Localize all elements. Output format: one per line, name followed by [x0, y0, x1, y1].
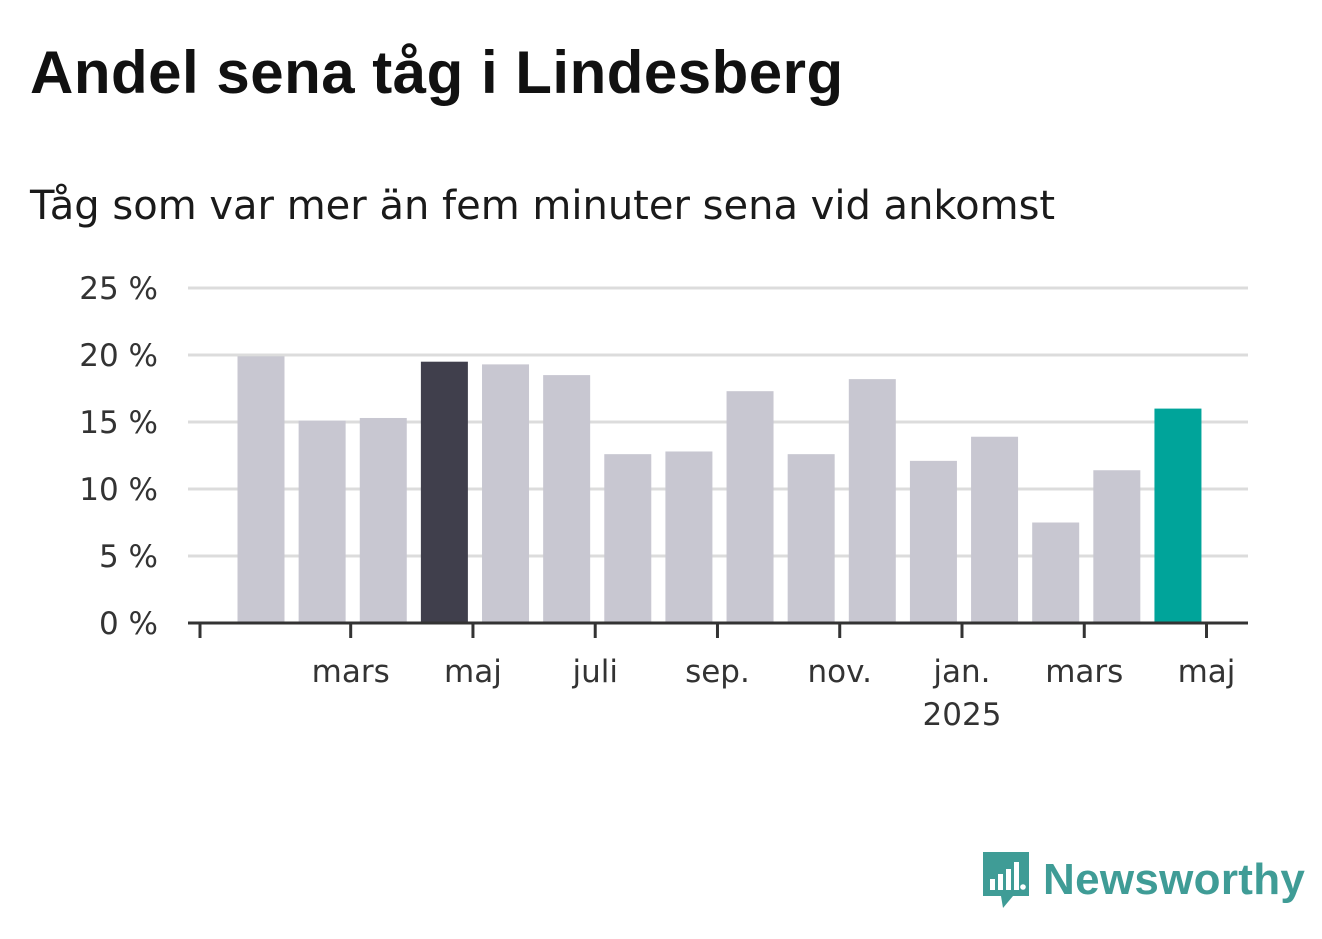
bar: [787, 454, 835, 623]
x-tick-year-label: 2025: [923, 697, 1002, 733]
x-tick-label: sep.: [685, 654, 750, 690]
y-tick-label: 25 %: [79, 271, 158, 307]
bar: [848, 379, 896, 623]
y-tick-label: 10 %: [79, 472, 158, 508]
bar: [1154, 408, 1202, 623]
y-tick-label: 0 %: [99, 606, 158, 642]
bar: [604, 454, 652, 623]
bar: [971, 436, 1019, 623]
x-tick-label: mars: [1045, 654, 1123, 690]
bars: [237, 356, 1202, 623]
bar-chart: 0 % 5 % 10 % 15 % 20 % 25 % mars maj juli sep. no…: [79, 271, 1248, 733]
y-tick-label: 20 %: [79, 338, 158, 374]
bar: [420, 361, 468, 623]
x-tick-label: nov.: [808, 654, 872, 690]
bar: [298, 420, 346, 623]
bar: [1032, 522, 1080, 623]
y-tick-label: 5 %: [99, 539, 158, 575]
bar: [726, 391, 774, 623]
newsworthy-logo: Newsworthy: [981, 850, 1305, 910]
bar: [543, 375, 591, 623]
bar: [359, 417, 407, 623]
bar: [909, 460, 957, 623]
chart-subtitle: Tåg som var mer än fem minuter sena vid …: [30, 183, 1056, 229]
chart-title: Andel sena tåg i Lindesberg: [30, 39, 844, 106]
y-tick-label: 15 %: [79, 405, 158, 441]
x-tick-label: mars: [312, 654, 390, 690]
bar-chart-speech-bubble-icon: [983, 852, 1029, 908]
bar: [665, 451, 713, 623]
y-axis-tick-labels: 0 % 5 % 10 % 15 % 20 % 25 %: [79, 271, 158, 642]
x-tick-label: jan.: [932, 654, 990, 690]
x-axis-tick-labels: mars maj juli sep. nov. jan. 2025 mars maj: [312, 654, 1236, 733]
x-tick-label: juli: [571, 654, 618, 690]
bar: [1093, 470, 1141, 623]
logo-text: Newsworthy: [1043, 855, 1306, 904]
bar: [237, 356, 285, 623]
bar: [482, 364, 530, 623]
x-axis: [188, 621, 1248, 638]
x-tick-label: maj: [444, 654, 502, 690]
grid-lines: [188, 286, 1248, 558]
x-tick-label: maj: [1178, 654, 1236, 690]
